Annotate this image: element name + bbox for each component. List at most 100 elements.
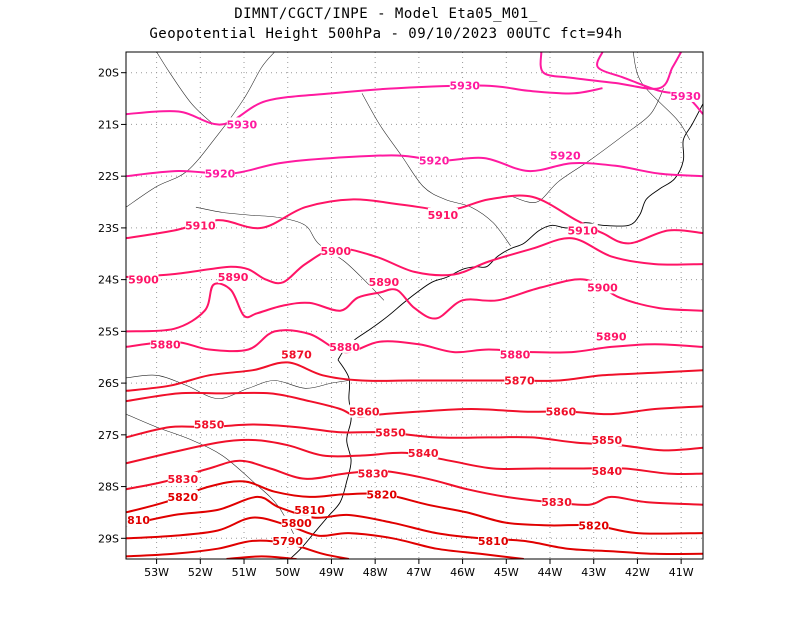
contour-label: 5910 xyxy=(185,219,216,232)
contour-label-bg xyxy=(281,347,312,361)
contour-label-bg xyxy=(591,464,622,478)
y-tick-label: 27S xyxy=(98,429,119,442)
contour-label: 5850 xyxy=(375,426,406,439)
contour-label-bg xyxy=(670,88,701,102)
y-tick-label: 25S xyxy=(98,325,119,338)
map-title-line1: DIMNT/CGCT/INPE - Model Eta05_M01_ xyxy=(234,6,538,22)
contour-label: 5830 xyxy=(168,473,199,486)
y-tick-label: 28S xyxy=(98,481,119,494)
contour-label: 5880 xyxy=(500,349,531,362)
contour-5800 xyxy=(126,516,524,559)
contour-label: 5890 xyxy=(369,276,400,289)
contour-label: 5930 xyxy=(227,118,258,131)
contour-label-bg xyxy=(541,495,572,509)
contour-label: 5910 xyxy=(428,209,459,222)
contour-label-bg xyxy=(349,404,380,418)
contour-label: 5830 xyxy=(541,496,572,509)
x-tick-label: 43W xyxy=(581,566,606,579)
contour-label: 5920 xyxy=(419,155,450,168)
contour-label: 5850 xyxy=(194,418,225,431)
contour-label: 5820 xyxy=(366,488,397,501)
lat-lon-grid xyxy=(126,52,703,559)
contour-label-bg xyxy=(150,337,181,351)
x-tick-label: 50W xyxy=(275,566,300,579)
contour-label-bg xyxy=(419,153,450,167)
contour-5780 xyxy=(226,555,297,559)
contour-label-bg xyxy=(567,223,598,237)
y-tick-label: 20S xyxy=(98,67,119,80)
contour-label: 5810 xyxy=(119,514,150,527)
contour-label-bg xyxy=(185,218,216,232)
contour-5820 xyxy=(126,480,703,535)
contour-label-bg xyxy=(550,148,581,162)
contour-label: 5920 xyxy=(550,149,581,162)
contour-5930 xyxy=(126,84,603,126)
contour-5790 xyxy=(126,539,350,559)
contour-label-bg xyxy=(281,515,312,529)
contour-label-bg xyxy=(126,513,150,527)
contour-label: 5930 xyxy=(670,90,701,103)
contour-label-bg xyxy=(366,487,397,501)
x-tick-label: 44W xyxy=(538,566,563,579)
land-boundaries xyxy=(126,52,703,559)
contour-5880 xyxy=(126,329,703,354)
contour-label-bg xyxy=(167,489,198,503)
contour-label-bg xyxy=(545,404,576,418)
contour-label-bg xyxy=(591,433,622,447)
contour-label-bg xyxy=(218,270,249,284)
x-tick-label: 53W xyxy=(144,566,169,579)
contour-label: 5900 xyxy=(321,245,352,258)
contour-label-bg xyxy=(587,280,618,294)
contour-label: 5900 xyxy=(128,274,159,287)
x-tick-label: 49W xyxy=(319,566,344,579)
map-title-line2: Geopotential Height 500hPa - 09/10/2023 … xyxy=(149,26,623,42)
x-tick-label: 51W xyxy=(232,566,257,579)
contour-5860 xyxy=(126,391,703,418)
x-tick-label: 45W xyxy=(494,566,519,579)
coastline xyxy=(337,103,703,361)
contour-label: 5880 xyxy=(329,341,360,354)
x-tick-label: 48W xyxy=(363,566,388,579)
contour-label: 5880 xyxy=(150,338,181,351)
contour-label-bg xyxy=(596,329,627,343)
x-tick-label: 47W xyxy=(406,566,431,579)
state-border xyxy=(156,52,214,125)
contour-5890 xyxy=(126,278,703,333)
contour-label-bg xyxy=(500,347,531,361)
contour-label-bg xyxy=(167,471,198,485)
contour-label: 5830 xyxy=(358,468,389,481)
state-border xyxy=(126,52,275,208)
state-border xyxy=(361,93,511,247)
state-border xyxy=(512,88,664,203)
contour-label-bg xyxy=(427,207,458,221)
contour-label-bg xyxy=(357,466,388,480)
contour-label: 5890 xyxy=(596,331,627,344)
contour-label: 5920 xyxy=(205,168,236,181)
contour-5870 xyxy=(126,361,703,392)
state-border xyxy=(126,374,349,399)
contour-label-bg xyxy=(368,275,399,289)
contour-label-bg xyxy=(329,339,360,353)
contour-label: 5790 xyxy=(272,535,303,548)
contour-label: 5860 xyxy=(546,406,577,419)
x-tick-label: 52W xyxy=(188,566,213,579)
contour-label-bg xyxy=(226,117,257,131)
y-tick-label: 26S xyxy=(98,377,119,390)
contour-label: 5900 xyxy=(587,281,618,294)
state-border xyxy=(195,206,385,301)
contour-label: 5800 xyxy=(281,517,312,530)
contour-label-bg xyxy=(294,502,325,516)
y-tick-label: 23S xyxy=(98,222,119,235)
contour-5930 xyxy=(539,52,682,90)
contour-label-bg xyxy=(375,425,406,439)
contour-label-bg xyxy=(272,533,303,547)
contour-label: 5840 xyxy=(592,465,623,478)
contour-5900 xyxy=(126,237,703,285)
contour-5830 xyxy=(126,459,703,506)
contour-label: 5890 xyxy=(218,271,249,284)
contour-label: 5860 xyxy=(349,406,380,419)
contour-label: 5910 xyxy=(567,224,598,237)
state-border xyxy=(632,52,691,141)
x-tick-label: 41W xyxy=(669,566,694,579)
